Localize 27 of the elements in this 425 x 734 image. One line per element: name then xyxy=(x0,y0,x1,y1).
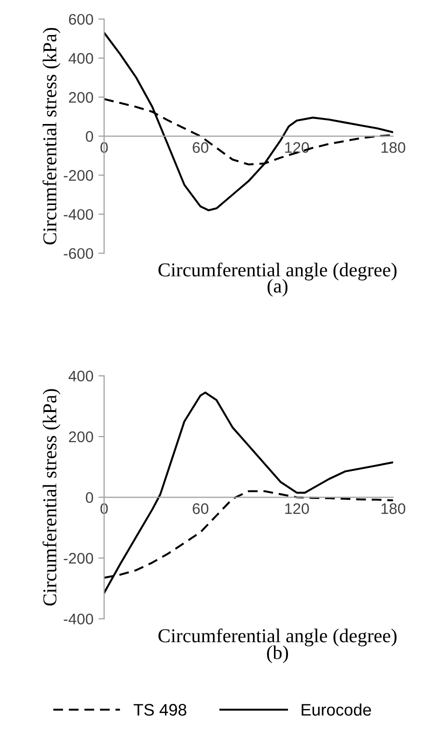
x-tick-label: 180 xyxy=(382,142,406,153)
y-tick-label: 200 xyxy=(68,431,94,442)
y-tick-label: -400 xyxy=(64,614,94,624)
legend-label: TS 498 xyxy=(134,704,186,716)
x-tick-label: 0 xyxy=(100,503,108,514)
y-tick-label: -400 xyxy=(64,209,94,220)
x-tick-label: 60 xyxy=(192,142,208,153)
text: (b) xyxy=(267,645,288,664)
y-tick-label: 0 xyxy=(86,492,94,503)
x-tick-label: 180 xyxy=(382,503,406,514)
y-axis-title: Circumferential stress (kPa) xyxy=(42,389,60,606)
legend-label: Eurocode xyxy=(302,703,371,716)
y-tick-label: -200 xyxy=(64,170,94,181)
text: (a) xyxy=(268,278,288,297)
x-tick-label: 0 xyxy=(100,142,108,153)
y-axis-title: Circumferential stress (kPa) xyxy=(42,28,60,244)
y-tick-label: 200 xyxy=(68,92,94,103)
x-axis-title: Circumferential angle (degree) xyxy=(158,628,397,646)
y-tick-label: 400 xyxy=(68,370,94,382)
x-tick-label: 120 xyxy=(285,503,309,514)
y-tick-label: 400 xyxy=(68,52,94,64)
y-tick-label: -200 xyxy=(64,552,94,564)
y-tick-label: 0 xyxy=(86,131,94,142)
x-tick-label: 60 xyxy=(192,503,208,514)
y-tick-label: 600 xyxy=(68,14,94,25)
x-axis-title: Circumferential angle (degree) xyxy=(158,262,397,280)
y-tick-label: -600 xyxy=(64,248,94,259)
